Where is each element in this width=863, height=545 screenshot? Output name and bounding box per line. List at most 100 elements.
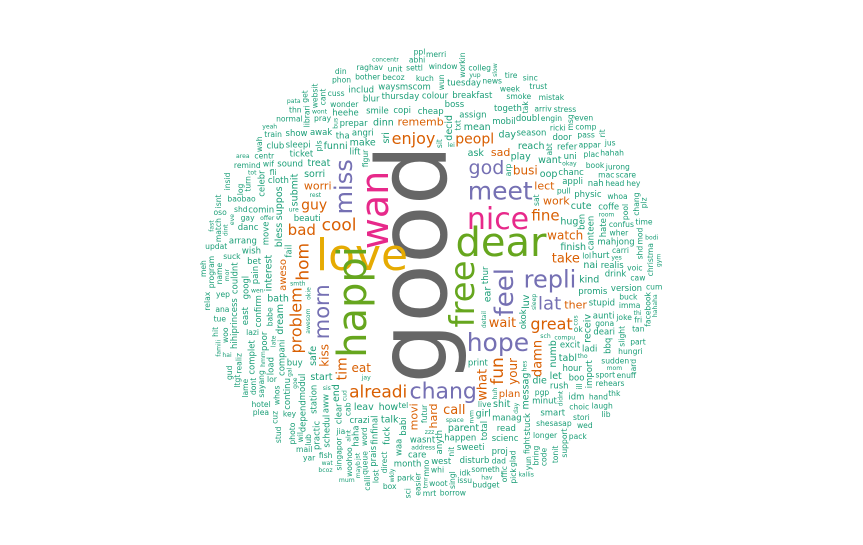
word-celebr-178: celebr xyxy=(258,170,268,197)
word-lol-363: lol xyxy=(582,252,591,261)
word-dad-288: dad xyxy=(492,456,506,465)
word-bcoz-459: bcoz xyxy=(318,467,332,474)
word-confirm-115: confirm xyxy=(254,295,264,327)
word-yun-331: yun xyxy=(524,456,533,470)
word-calli-322: calli xyxy=(363,476,372,491)
word-jay-390: jay xyxy=(361,374,371,381)
word-area-351: area xyxy=(236,153,250,160)
word-realiz-271: realiz xyxy=(235,353,244,374)
word-goe-424: goe xyxy=(292,377,299,389)
word-crazi-96: crazi xyxy=(349,416,369,426)
word-dinn-81: dinn xyxy=(373,118,394,129)
word-mail-393: mail xyxy=(296,445,312,454)
word-wah-364: wah xyxy=(255,136,264,152)
word-jia-221: jia xyxy=(335,427,345,436)
word-dear-3: dear xyxy=(456,220,548,266)
word-door-192: door xyxy=(552,133,572,143)
word-kuch-218: kuch xyxy=(416,74,434,83)
word-luv-85: luv xyxy=(521,294,532,309)
word-ill-379: ill xyxy=(575,383,584,389)
word-part-309: part xyxy=(630,337,646,346)
word-breakfast-141: breakfast xyxy=(452,91,493,101)
word-cuss-252: cuss xyxy=(328,89,345,98)
word-cud-437: cud xyxy=(341,390,348,401)
word-sis-466: sis xyxy=(323,385,331,392)
word-match-280: match xyxy=(214,218,223,242)
word-anyth-139: anyth xyxy=(435,430,445,454)
word-rush-125: rush xyxy=(550,382,569,392)
word-laugh-317: laugh xyxy=(592,401,613,410)
word-print-90: print xyxy=(468,358,489,368)
word-enuff-329: enuff xyxy=(617,371,637,380)
word-girl-66: girl xyxy=(476,408,491,419)
word-voic-222: voic xyxy=(627,264,642,273)
word-wait-29: wait xyxy=(489,316,516,331)
word-gym-444: gym xyxy=(656,254,663,267)
word-fail-199: fail xyxy=(284,245,294,258)
word-sudden-227: sudden xyxy=(601,357,629,366)
word-includ-194: includ xyxy=(348,86,374,96)
word-work-42: work xyxy=(543,195,570,208)
word-imma-249: imma xyxy=(619,301,641,310)
word-huh-367: huh xyxy=(492,388,499,400)
word-caw-276: caw xyxy=(630,273,645,282)
word-cum-323: cum xyxy=(646,283,662,292)
word-didnt-431: didnt xyxy=(558,390,565,406)
word-hai-443: hai xyxy=(222,352,232,359)
word-suck-243: suck xyxy=(223,252,241,261)
word-awak-137: awak xyxy=(310,128,332,138)
word-txt-423: txt xyxy=(454,120,463,130)
word-key-255: key xyxy=(283,409,297,418)
word-damn-31: damn xyxy=(531,340,546,377)
word-log-259: log xyxy=(236,183,245,195)
word-arp-247: arp xyxy=(504,164,513,177)
word-sch-395: sch xyxy=(540,333,551,340)
word-decid-55: decid xyxy=(444,115,455,141)
word-jus-378: jus xyxy=(604,138,616,147)
word-god-14: god xyxy=(469,157,505,179)
word-read-132: read xyxy=(497,424,516,434)
word-tabl-89: tabl xyxy=(559,353,577,364)
word-move-112: move xyxy=(262,222,272,246)
word-arrang-170: arrang xyxy=(229,237,257,247)
word-okie-441: okie xyxy=(306,287,313,300)
word-bath-74: bath xyxy=(267,294,289,305)
word-ana-273: ana xyxy=(215,305,229,314)
word-woot-266: woot xyxy=(429,479,448,488)
word-show-195: show xyxy=(286,129,308,139)
word-shesasap-201: shesasap xyxy=(536,419,572,428)
word-even-358: even xyxy=(575,114,594,123)
word-box-332: box xyxy=(383,482,397,491)
word-longer-231: longer xyxy=(533,431,558,440)
word-park-278: park xyxy=(397,473,415,482)
word-address-341: address xyxy=(411,445,435,452)
word-deari-158: deari xyxy=(593,328,615,338)
word-wkly-410: wkly xyxy=(389,468,396,482)
word-pick-345: pick xyxy=(509,468,518,484)
word-tan-318: tan xyxy=(632,324,645,333)
word-remind-257: remind xyxy=(234,161,261,170)
word-stud-343: stud xyxy=(274,426,283,443)
word-alrit-434: alrit xyxy=(346,429,353,442)
word-pool-268: pool xyxy=(621,204,630,220)
word-sleep-384: sleep xyxy=(531,294,538,310)
word-baobao-213: baobao xyxy=(227,194,256,203)
word-babi-94: babi xyxy=(399,417,409,435)
word-fight-229: fight xyxy=(523,437,532,454)
word-sad-38: sad xyxy=(491,146,510,159)
word-great-20: great xyxy=(530,315,572,334)
word-wen-458: wen xyxy=(251,288,264,295)
word-lost-283: lost xyxy=(372,469,381,483)
word-fish-285: fish xyxy=(319,451,333,460)
word-colour-161: colour xyxy=(422,92,449,102)
word-start-56: start xyxy=(310,372,332,383)
word-hungri-339: hungri xyxy=(618,347,643,356)
word-figur-241: figur xyxy=(361,149,370,167)
word-rehears-272: rehears xyxy=(596,379,625,388)
word-relax-335: relax xyxy=(203,291,212,310)
word-slow-392: slow xyxy=(492,63,499,77)
word-centr-239: centr xyxy=(254,151,275,160)
word-singl-244: singl xyxy=(448,471,457,489)
word-waysmscom-173: waysmscom xyxy=(378,82,430,92)
word-train-284: train xyxy=(264,130,282,139)
